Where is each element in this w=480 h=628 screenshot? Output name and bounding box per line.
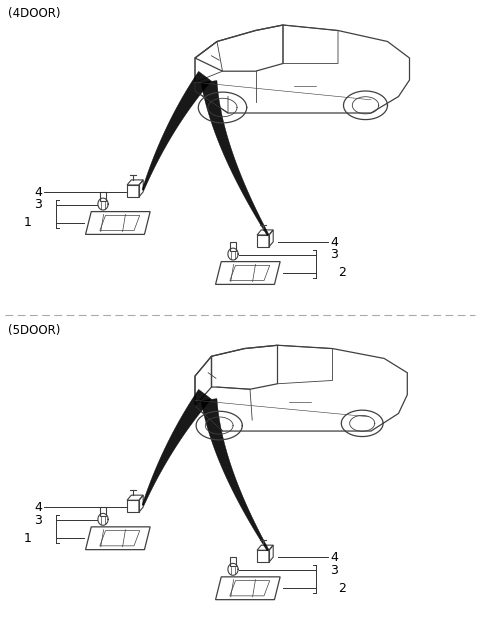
Bar: [100, 192, 107, 200]
Text: 3: 3: [34, 514, 42, 527]
Polygon shape: [142, 72, 211, 190]
Text: 3: 3: [34, 198, 42, 212]
Text: (4DOOR): (4DOOR): [8, 6, 60, 19]
Text: 4: 4: [330, 551, 338, 564]
Text: 4: 4: [34, 501, 42, 514]
Text: 3: 3: [330, 564, 338, 577]
Text: 1: 1: [24, 532, 32, 544]
Text: (5DOOR): (5DOOR): [8, 324, 60, 337]
Polygon shape: [142, 389, 211, 506]
Text: 2: 2: [338, 266, 346, 279]
Text: 1: 1: [24, 217, 32, 229]
Text: 4: 4: [330, 236, 338, 249]
Text: 3: 3: [330, 249, 338, 261]
Text: 2: 2: [338, 582, 346, 595]
Bar: [100, 507, 107, 516]
Bar: [229, 557, 236, 566]
Polygon shape: [201, 399, 269, 551]
Bar: [229, 242, 236, 251]
Text: 4: 4: [34, 185, 42, 198]
Polygon shape: [201, 80, 269, 236]
